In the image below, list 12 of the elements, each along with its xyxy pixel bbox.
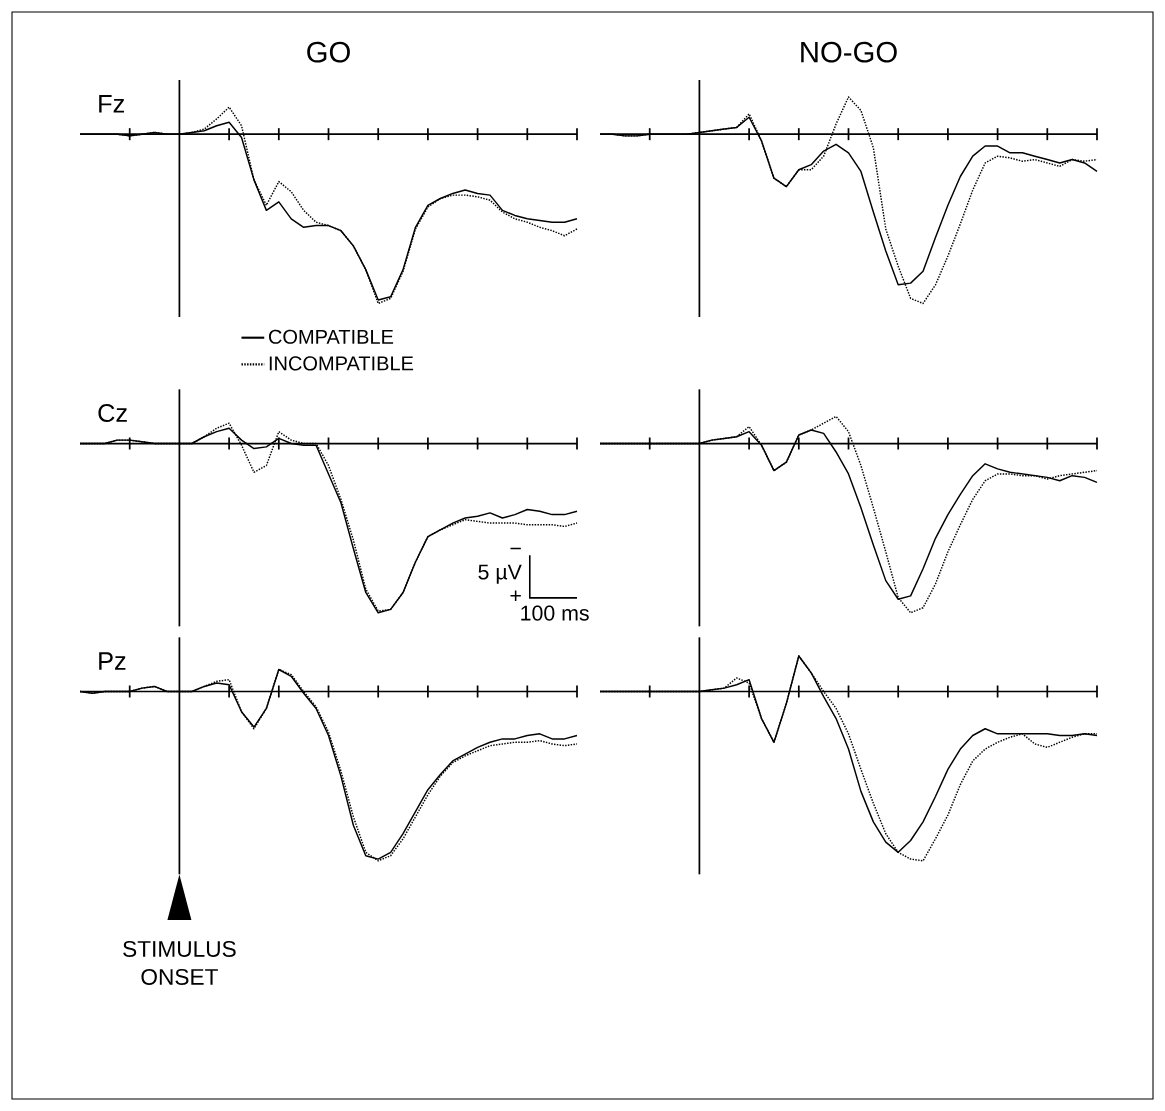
annotation: − — [510, 547, 521, 550]
text: STIMULUS ONSET — [123, 940, 236, 985]
y-axis-title: Fz — [99, 95, 125, 113]
annotation: 100 ms — [521, 605, 589, 621]
legend-label: INCOMPATIBLE — [269, 356, 414, 371]
chart-title: GO — [307, 41, 350, 63]
chart-title: NO-GO — [801, 41, 897, 63]
y-axis-title: Cz — [98, 404, 127, 423]
annotation: 5 µV — [478, 564, 522, 584]
y-axis-title: Pz — [99, 652, 126, 670]
annotation: + — [510, 590, 521, 601]
legend-label: COMPATIBLE — [269, 329, 394, 344]
